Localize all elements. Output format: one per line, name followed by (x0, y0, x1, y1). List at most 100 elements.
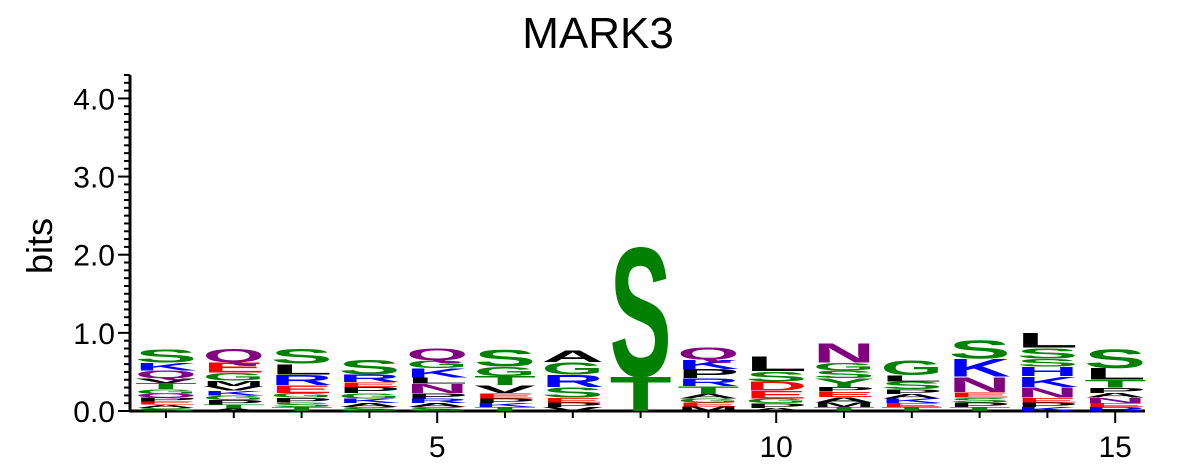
logo-letter-G: G (406, 358, 468, 370)
logo-letter-A: A (813, 396, 875, 404)
logo-letter-S: S (338, 355, 400, 379)
logo-letter-P: P (203, 399, 265, 406)
logo-letter-G: G (813, 361, 875, 373)
logo-letter-P: P (745, 402, 807, 409)
logo-letter-R: R (271, 372, 333, 389)
logo-letter-M: M (203, 379, 265, 387)
logo-letter-L: L (406, 376, 468, 386)
logo-letter-N: N (813, 337, 875, 369)
logo-letter-S: S (610, 209, 672, 415)
logo-letter-G: G (474, 364, 536, 379)
logo-letter-S: S (474, 345, 536, 371)
chart-title: MARK3 (522, 9, 674, 58)
logo-letter-K: K (1016, 373, 1078, 390)
logo-letter-G: G (135, 388, 197, 395)
logo-letter-K: K (203, 389, 265, 396)
logo-letter-D: D (745, 379, 807, 394)
logo-letter-A: A (406, 402, 468, 408)
logo-letter-A: A (135, 404, 197, 409)
logo-letter-E: E (1084, 402, 1146, 408)
logo-letter-T: T (1084, 378, 1146, 390)
logo-stacks: SAEPQGTVQKSATPGKVMGEQTSPGERLSSAKGPERSSAR… (135, 209, 1146, 421)
logo-letter-A: A (203, 408, 265, 412)
logo-letter-S: S (949, 396, 1011, 403)
logo-letter-E: E (813, 390, 875, 399)
logo-letter-V: V (542, 406, 604, 412)
logo-column-8: TS (610, 209, 672, 421)
logo-letter-T: T (949, 406, 1011, 412)
logo-letter-A: A (881, 393, 943, 400)
logo-letter-S: S (135, 407, 197, 412)
logo-letter-K: K (338, 397, 400, 404)
logo-letter-P: P (406, 392, 468, 401)
logo-letter-K: K (406, 366, 468, 381)
logo-letter-S: S (406, 406, 468, 412)
logo-letter-Q: Q (677, 344, 739, 363)
logo-letter-Y: Y (813, 376, 875, 389)
logo-letter-V: V (135, 377, 197, 384)
logo-letter-S: S (745, 369, 807, 385)
logo-letter-M: M (677, 405, 739, 412)
logo-letter-S: S (949, 335, 1011, 364)
logo-letter-A: A (1084, 392, 1146, 399)
logo-letter-E: E (542, 396, 604, 403)
y-tick-label: 4.0 (73, 83, 115, 116)
logo-letter-G: G (881, 356, 943, 380)
logo-letter-E: E (271, 383, 333, 395)
logo-letter-S: S (1016, 357, 1078, 369)
y-tick-label: 3.0 (73, 162, 115, 195)
logo-letter-E: E (135, 401, 197, 406)
logo-letter-P: P (1016, 401, 1078, 408)
logo-letter-S: S (542, 384, 604, 401)
logo-letter-Q: Q (135, 369, 197, 381)
logo-letter-P: P (271, 396, 333, 403)
logo-letter-H: H (1016, 364, 1078, 379)
y-tick-label: 1.0 (73, 318, 115, 351)
logo-letter-R: R (542, 371, 604, 390)
logo-letter-T: T (135, 381, 197, 391)
logo-letter-G: G (338, 392, 400, 400)
logo-letter-P: P (881, 388, 943, 395)
logo-letter-S: S (135, 346, 197, 367)
logo-letter-T: T (271, 406, 333, 412)
logo-letter-P: P (338, 385, 400, 395)
logo-letter-P: P (135, 397, 197, 403)
logo-letter-K: K (474, 402, 536, 408)
logo-letter-T: T (677, 384, 739, 396)
logo-letter-L: L (745, 352, 807, 376)
x-tick-label: 10 (760, 431, 793, 464)
logo-letter-V: V (474, 383, 536, 395)
logo-letter-G: G (203, 394, 265, 401)
logo-letter-G: G (271, 392, 333, 399)
logo-letter-R: R (338, 372, 400, 384)
logo-letter-G: G (677, 398, 739, 404)
logo-letter-S: S (881, 379, 943, 391)
logo-letter-K: K (1016, 406, 1078, 412)
logo-letter-E: E (1016, 396, 1078, 403)
logo-letter-P: P (677, 367, 739, 382)
logo-letter-S: S (1016, 345, 1078, 362)
logo-letter-E: E (949, 391, 1011, 400)
logo-letter-A: A (542, 347, 604, 365)
logo-letter-N: N (1016, 384, 1078, 401)
logo-letter-R: R (1084, 406, 1146, 412)
logo-letter-N: N (406, 381, 468, 396)
logo-letter-K: K (135, 361, 197, 373)
logo-letter-P: P (1084, 386, 1146, 395)
logo-letter-E: E (881, 402, 943, 408)
logo-letter-V: V (203, 385, 265, 392)
logo-letter-T: T (474, 406, 536, 412)
logo-letter-M: M (813, 401, 875, 408)
logo-letter-S: S (271, 401, 333, 408)
logo-letter-Q: Q (135, 393, 197, 399)
logo-letter-L: L (1016, 328, 1078, 352)
logo-letter-K: K (949, 355, 1011, 383)
